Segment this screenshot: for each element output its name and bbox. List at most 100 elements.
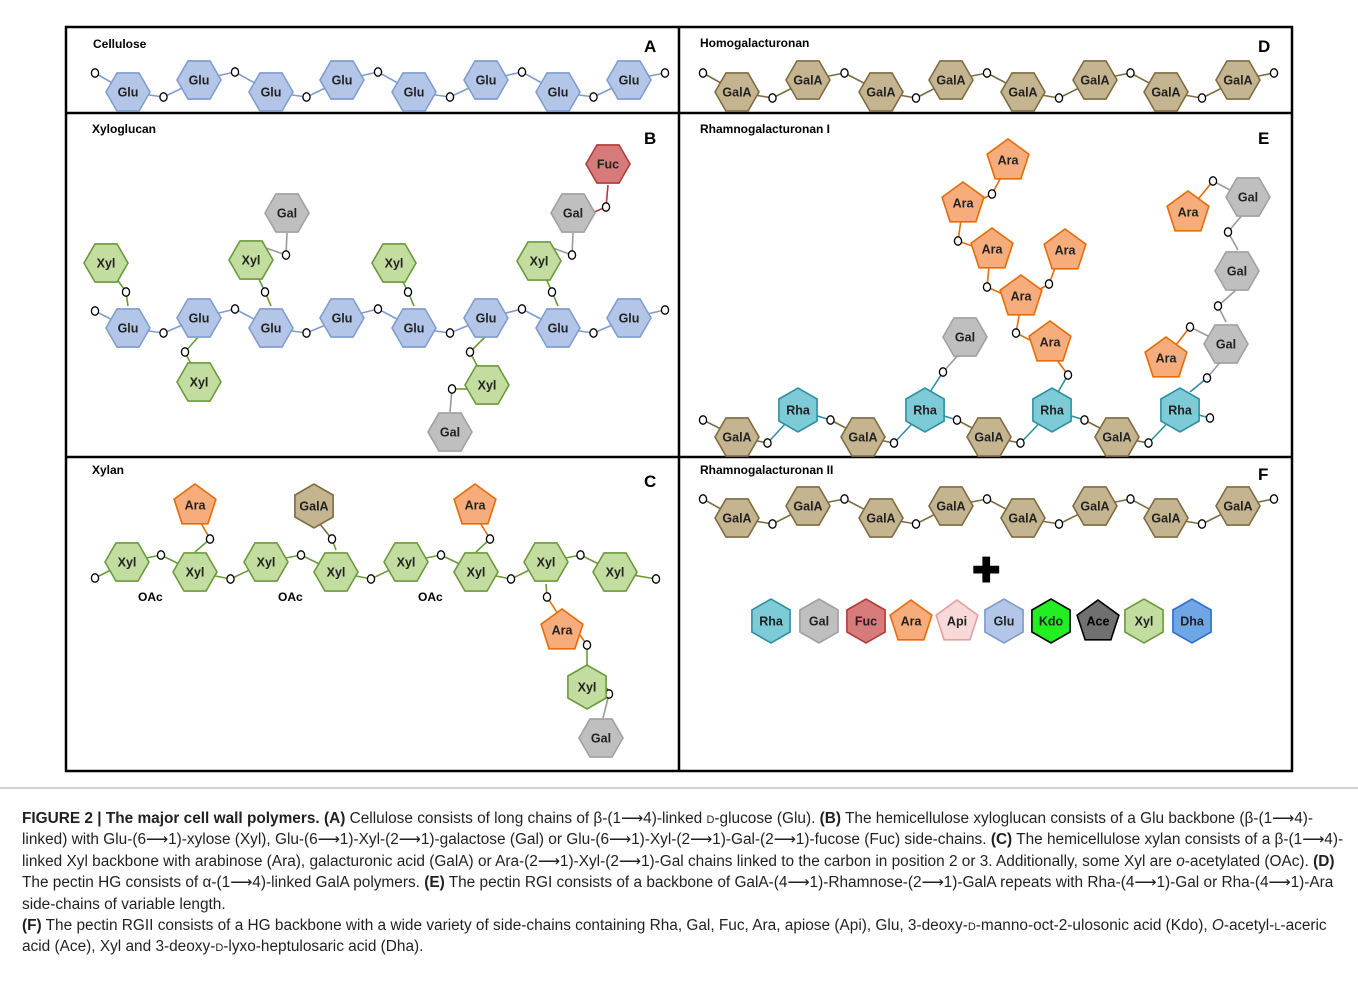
gala-residue <box>714 72 760 112</box>
gala-label: GalA <box>1223 74 1252 88</box>
gal-residue <box>942 317 988 357</box>
caption-panel-f: (F) <box>22 917 42 935</box>
rha-residue <box>905 387 945 433</box>
oxygen-link <box>589 328 598 338</box>
oxygen-link <box>660 305 670 315</box>
oxygen-link <box>436 550 446 560</box>
gala-label: GalA <box>1080 500 1109 514</box>
ace-residue <box>1076 599 1120 641</box>
gala-label: GalA <box>793 74 822 88</box>
caption-italic: O <box>1211 917 1224 935</box>
ara-residue <box>540 608 584 650</box>
oxygen-link <box>589 92 598 102</box>
gal-label: Gal <box>591 732 611 746</box>
kdo-label: Kdo <box>1039 615 1064 629</box>
glu-residue <box>105 308 151 348</box>
rha-label: Rha <box>1040 404 1065 418</box>
oxygen-link <box>1144 438 1153 448</box>
glu-label: Glu <box>118 322 139 336</box>
glu-residue <box>535 72 581 112</box>
ara-label: Ara <box>1178 206 1200 220</box>
oxygen-link <box>366 574 376 584</box>
glu-residue <box>391 308 437 348</box>
rha-residue <box>1160 387 1200 433</box>
oxygen-link <box>542 592 552 602</box>
caption-text-d: The pectin HG consists of α-(1⟶4)-linked… <box>22 874 425 892</box>
oxygen-link <box>840 494 849 504</box>
gala-residue <box>785 486 831 526</box>
oxygen-link <box>1054 93 1064 103</box>
oac-label: OAc <box>138 590 163 604</box>
ara-residue <box>1028 320 1072 362</box>
oxygen-link <box>517 304 527 314</box>
oxygen-link <box>1213 301 1223 311</box>
oxygen-link <box>156 550 166 560</box>
caption-text: -lyxo-heptulosaric acid (Dha). <box>223 938 424 956</box>
caption-sc: d <box>215 938 224 956</box>
oxygen-link <box>1197 519 1207 529</box>
ara-label: Ara <box>552 624 574 638</box>
fuc-label: Fuc <box>597 158 619 172</box>
panel-title-e: Rhamnogalacturonan I <box>700 122 830 136</box>
xyl-label: Xyl <box>186 566 205 580</box>
xyl-label: Xyl <box>1135 615 1154 629</box>
panel-title-c: Xylan <box>92 463 124 477</box>
ara-label: Ara <box>998 154 1020 168</box>
gal-residue <box>799 598 839 644</box>
oxygen-link <box>1269 494 1279 504</box>
oxygen-link <box>90 573 100 583</box>
gal-label: Gal <box>440 426 460 440</box>
oxygen-link <box>1202 373 1212 383</box>
glu-label: Glu <box>404 86 425 100</box>
glu-label: Glu <box>404 322 425 336</box>
caption-italic: o <box>1176 852 1185 870</box>
xyl-label: Xyl <box>190 376 209 390</box>
figure-diagram: GluGluGluGluGluGluGluGluGalAGalAGalAGalA… <box>64 25 1294 773</box>
gala-residue <box>928 486 974 526</box>
gala-label: GalA <box>722 512 751 526</box>
oxygen-link <box>889 438 899 448</box>
oxygen-link <box>485 534 495 544</box>
oxygen-link <box>465 347 475 357</box>
oxygen-link <box>1269 68 1279 78</box>
glu-residue <box>248 308 294 348</box>
rha-residue <box>751 598 791 644</box>
panel-title-b: Xyloglucan <box>92 122 156 136</box>
oxygen-link <box>1044 279 1054 289</box>
gal-label: Gal <box>563 207 583 221</box>
panel-letter-b: B <box>644 129 656 148</box>
gala-residue <box>1094 417 1140 457</box>
gala-label: GalA <box>1008 86 1037 100</box>
oxygen-link <box>982 68 992 78</box>
oxygen-link <box>911 519 921 529</box>
gala-residue <box>1000 72 1046 112</box>
gala-label: GalA <box>1223 500 1252 514</box>
gala-residue <box>714 417 760 457</box>
ara-label: Ara <box>1156 352 1178 366</box>
glu-label: Glu <box>189 74 210 88</box>
panel-letter-f: F <box>1258 465 1268 484</box>
oxygen-link <box>373 67 383 77</box>
gala-label: GalA <box>793 500 822 514</box>
caption-divider <box>0 787 1358 789</box>
ara-residue <box>453 483 497 525</box>
gala-residue <box>840 417 886 457</box>
oxygen-link <box>302 92 311 102</box>
xyl-residue <box>228 240 274 280</box>
xyl-label: Xyl <box>606 566 625 580</box>
panel-letter-e: E <box>1258 129 1269 148</box>
gal-residue <box>1225 177 1271 217</box>
oxygen-link <box>302 328 311 338</box>
glu-label: Glu <box>332 312 353 326</box>
glu-residue <box>248 72 294 112</box>
oxygen-link <box>445 92 455 102</box>
glu-residue <box>105 72 151 112</box>
ara-label: Ara <box>1055 244 1077 258</box>
xyl-label: Xyl <box>242 254 261 268</box>
xyl-label: Xyl <box>397 556 416 570</box>
gala-label: GalA <box>1151 86 1180 100</box>
oxygen-link <box>987 189 997 199</box>
glu-residue <box>319 298 365 338</box>
glu-label: Glu <box>994 615 1015 629</box>
caption-text: -glucose (Glu). <box>714 810 820 827</box>
